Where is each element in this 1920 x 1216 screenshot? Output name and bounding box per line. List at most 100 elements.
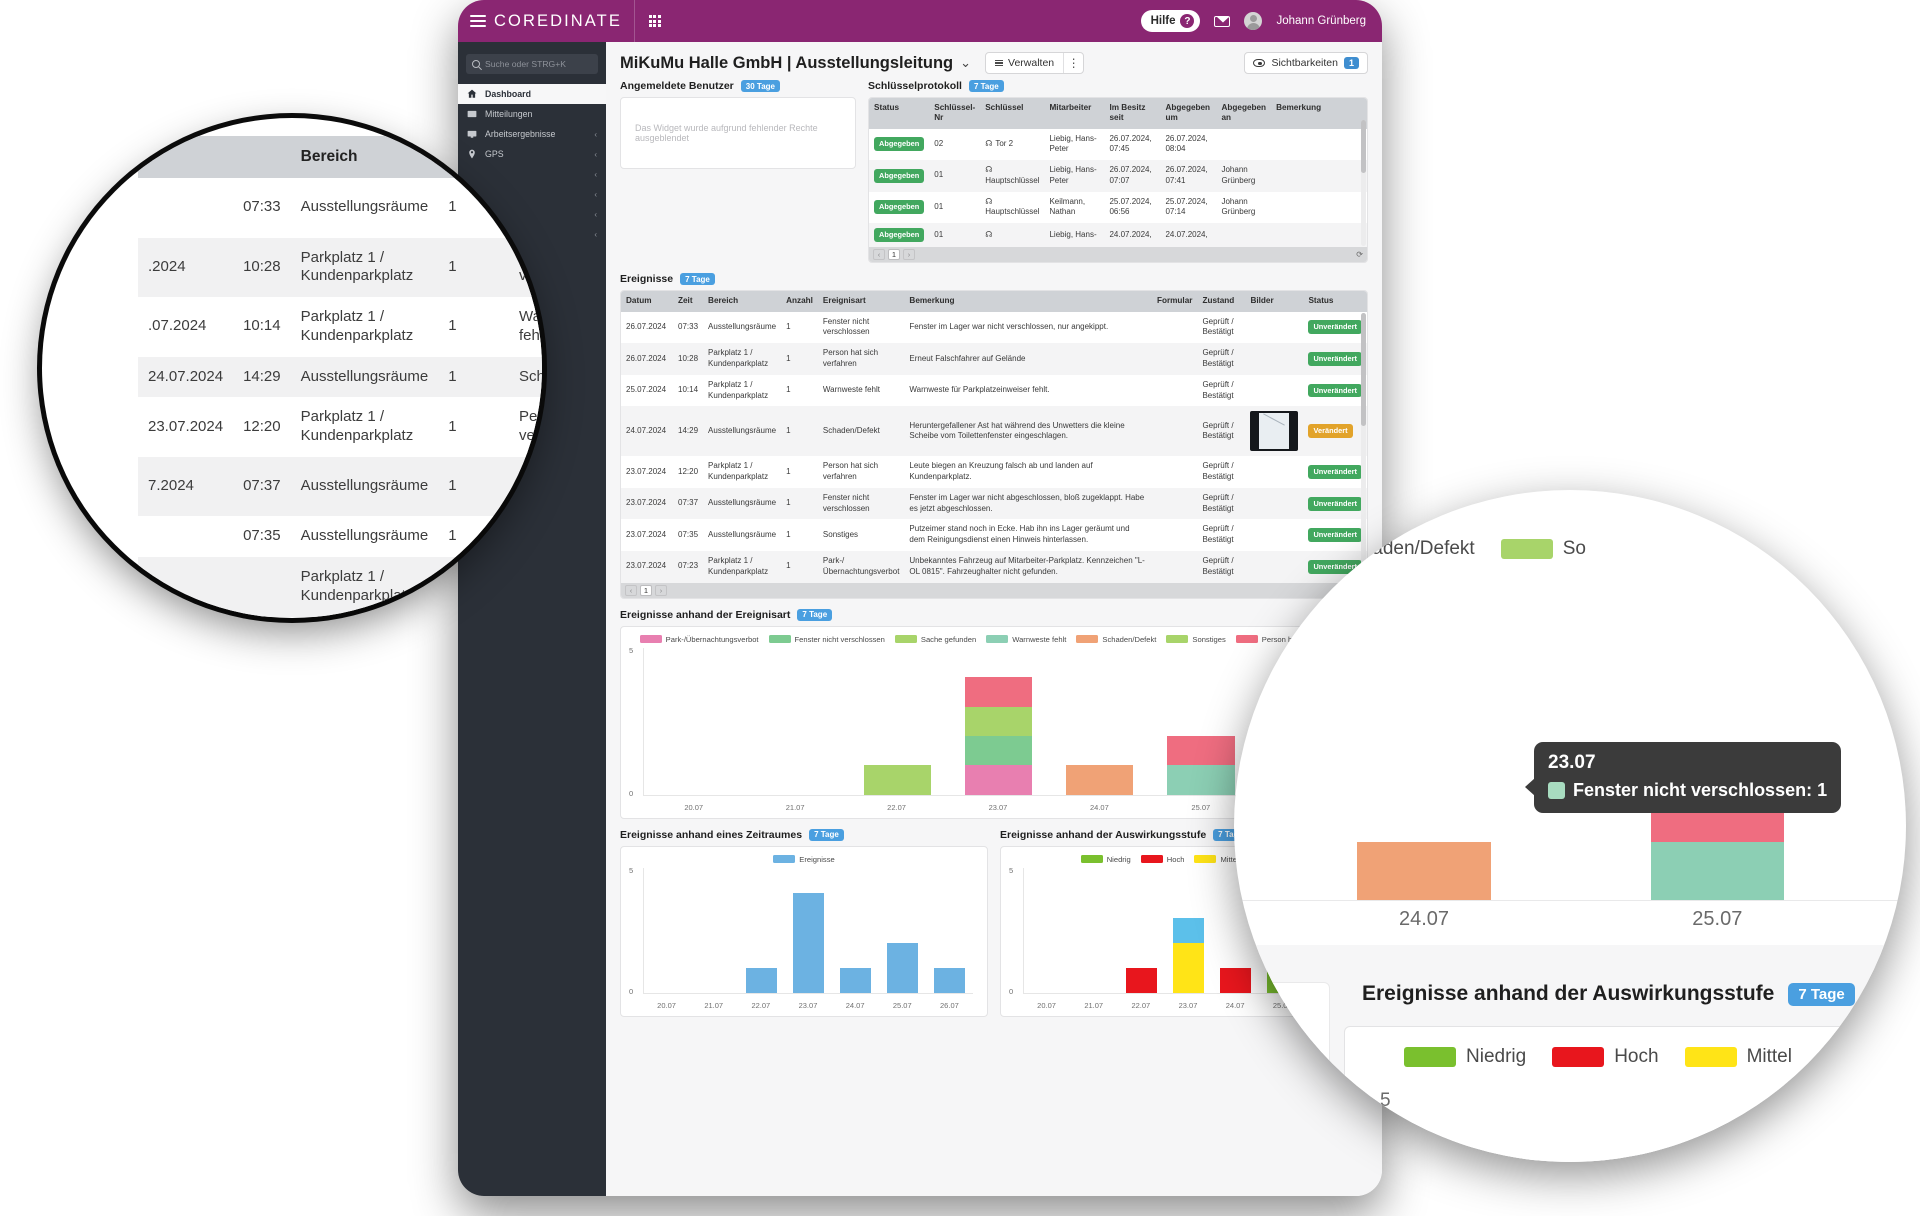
- bar-column[interactable]: [1167, 648, 1235, 795]
- bar-column[interactable]: [933, 868, 966, 993]
- table-row[interactable]: Abgegeben 01 ☊Hauptschlüssel Keilmann, Nath…: [869, 191, 1367, 224]
- table-row[interactable]: 07:35 Ausstellungsräume 1 Sonstiges: [138, 516, 542, 557]
- bar-column[interactable]: [1172, 868, 1205, 993]
- user-avatar[interactable]: [1244, 12, 1263, 30]
- bar-column[interactable]: [792, 868, 825, 993]
- pager-prev[interactable]: ‹: [625, 584, 637, 596]
- bar-segment[interactable]: [1167, 765, 1235, 795]
- table-row[interactable]: 26.07.2024 07:33 Ausstellungsräume 1 Fenster…: [621, 311, 1367, 344]
- bar-column[interactable]: [699, 868, 730, 993]
- bar-segment[interactable]: [1066, 765, 1134, 795]
- magnified-bar-segment[interactable]: [1650, 842, 1784, 900]
- bar-segment[interactable]: [964, 735, 1033, 766]
- legend-item[interactable]: Ereignisse: [773, 855, 835, 864]
- mail-icon[interactable]: [1214, 15, 1231, 27]
- bar-column[interactable]: [886, 868, 919, 993]
- bar-column[interactable]: [762, 648, 829, 795]
- chevron-left-icon[interactable]: ‹: [594, 209, 597, 219]
- legend-item[interactable]: Hoch: [1552, 1046, 1659, 1068]
- widget-period-tag[interactable]: 7 Tage: [797, 608, 833, 621]
- help-button[interactable]: Hilfe ?: [1140, 10, 1201, 32]
- bar-column[interactable]: [745, 868, 778, 993]
- table-row[interactable]: Abgegeben 01 ☊Hauptschlüssel Liebig, Hans-P…: [869, 160, 1367, 192]
- hamburger-menu-icon[interactable]: [470, 14, 486, 28]
- legend-item[interactable]: Schaden/Defekt: [1076, 635, 1156, 644]
- sidebar-item-extra-4[interactable]: ‹: [458, 224, 606, 244]
- table-row[interactable]: 23.07.2024 07:23 Parkplatz 1 / Kundenparkp…: [621, 551, 1367, 583]
- bar-column[interactable]: [1125, 868, 1158, 993]
- bar-column[interactable]: [1079, 868, 1110, 993]
- table-row[interactable]: Abgegeben 01 ☊ Liebig, Hans- 24.07.2024, 24.0…: [869, 223, 1367, 248]
- legend-item[interactable]: Fenster nicht verschlossen: [768, 635, 885, 644]
- bar-segment[interactable]: [886, 942, 919, 993]
- bar-segment[interactable]: [964, 677, 1033, 707]
- chevron-left-icon[interactable]: ‹: [594, 129, 597, 139]
- bar-segment[interactable]: [792, 892, 825, 993]
- bar-segment[interactable]: [839, 967, 872, 993]
- table-row[interactable]: 26.07.2024 10:28 Parkplatz 1 / Kundenparkp…: [621, 343, 1367, 375]
- table-row[interactable]: 23.07.2024 07:37 Ausstellungsräume 1 Fenster…: [621, 487, 1367, 520]
- chevron-down-icon[interactable]: ⌄: [960, 55, 972, 70]
- pager-prev[interactable]: ‹: [873, 249, 885, 261]
- table-row[interactable]: Parkplatz 1 / Kundenparkplatz 1 Park-/: [138, 557, 542, 617]
- bar-column[interactable]: [839, 868, 872, 993]
- table-row[interactable]: 24.07.2024 14:29 Ausstellungsräume 1 Schaden…: [138, 356, 542, 398]
- table-row[interactable]: 7.2024 07:37 Ausstellungsräume 1 Fenster nic…: [138, 456, 542, 517]
- widget-period-tag[interactable]: 7 Tage: [1788, 982, 1855, 1006]
- bar-segment[interactable]: [964, 765, 1033, 795]
- table-row[interactable]: 25.07.2024 10:14 Parkplatz 1 / Kundenparkp…: [621, 374, 1367, 407]
- sidebar-item-dashboard[interactable]: Dashboard: [458, 84, 606, 104]
- brand-logo[interactable]: COREDINATE: [470, 12, 622, 31]
- legend-item[interactable]: Mittel: [1194, 855, 1239, 864]
- table-row[interactable]: .07.2024 10:14 Parkplatz 1 / Kundenparkpla…: [138, 297, 542, 357]
- bar-column[interactable]: [863, 648, 931, 795]
- table-row[interactable]: .2024 10:28 Parkplatz 1 / Kundenparkplatz 1…: [138, 237, 542, 297]
- table-row[interactable]: 24.07.2024 14:29 Ausstellungsräume 1 Schaden…: [621, 406, 1367, 457]
- legend-item[interactable]: Park-/Übernachtungsverbot: [639, 635, 759, 644]
- bar-segment[interactable]: [1172, 942, 1205, 993]
- sidebar-item-mitteilungen[interactable]: Mitteilungen: [458, 104, 606, 124]
- table-row[interactable]: 23.07.2024 12:20 Parkplatz 1 / Kundenparkp…: [621, 456, 1367, 488]
- table-row[interactable]: 07:33 Ausstellungsräume 1 Fenster nicht ver…: [138, 178, 542, 238]
- chevron-left-icon[interactable]: ‹: [594, 229, 597, 239]
- sidebar-item-gps[interactable]: ◉ GPS: [434, 203, 542, 226]
- chevron-left-icon[interactable]: ‹: [594, 189, 597, 199]
- legend-item[interactable]: Niedrig: [1404, 1046, 1526, 1068]
- manage-button[interactable]: Verwalten: [986, 53, 1063, 73]
- legend-item[interactable]: Hoch: [1140, 855, 1184, 864]
- legend-item[interactable]: Mittel: [1684, 1046, 1792, 1068]
- legend-item[interactable]: Niedrig: [1080, 855, 1131, 864]
- event-thumbnail[interactable]: [1250, 411, 1299, 452]
- bar-column[interactable]: [964, 648, 1033, 795]
- widget-period-tag[interactable]: 7 Tage: [680, 273, 715, 286]
- pager-next[interactable]: ›: [903, 249, 915, 261]
- bar-column[interactable]: [1032, 868, 1063, 993]
- bar-segment[interactable]: [1125, 967, 1158, 993]
- table-row[interactable]: 23.07.2024 12:20 Parkplatz 1 / Kundenparkp…: [138, 397, 542, 457]
- vertical-scrollbar[interactable]: [1361, 120, 1366, 247]
- magnified-bar-segment[interactable]: [1357, 842, 1491, 900]
- bar-segment[interactable]: [1172, 917, 1205, 943]
- bar-column[interactable]: [661, 648, 728, 795]
- bar-segment[interactable]: [863, 765, 931, 795]
- vertical-scrollbar[interactable]: [1361, 313, 1366, 582]
- legend-item[interactable]: Warnweste fehlt: [1234, 538, 1252, 560]
- widget-period-tag[interactable]: 30 Tage: [740, 80, 780, 92]
- bar-segment[interactable]: [1167, 735, 1235, 766]
- legend-item[interactable]: Warnweste fehlt: [986, 635, 1066, 644]
- bar-column[interactable]: [652, 868, 683, 993]
- widget-period-tag[interactable]: 7 Tage: [968, 80, 1004, 92]
- pager-current-page[interactable]: 1: [640, 584, 652, 596]
- legend-item[interactable]: So: [1500, 538, 1586, 560]
- legend-item[interactable]: Sonstiges: [1166, 635, 1226, 644]
- bar-column[interactable]: [1066, 648, 1134, 795]
- bar-segment[interactable]: [933, 967, 966, 993]
- sidebar-item-extra-1[interactable]: ‹: [458, 164, 606, 184]
- magnified-bar-column[interactable]: [1357, 610, 1491, 900]
- chevron-left-icon[interactable]: ‹: [594, 169, 597, 179]
- visibility-button[interactable]: Sichtbarkeiten 1: [1244, 52, 1368, 74]
- bar-segment[interactable]: [964, 706, 1033, 736]
- sidebar-item-arbeitsergebnisse[interactable]: ▭ Arbeitsergebnisse: [434, 180, 542, 203]
- table-row[interactable]: Abgegeben 02 ☊ Tor 2 Liebig, Hans-Peter 26.07…: [869, 128, 1367, 161]
- sidebar-item-extra-3[interactable]: ‹: [458, 204, 606, 224]
